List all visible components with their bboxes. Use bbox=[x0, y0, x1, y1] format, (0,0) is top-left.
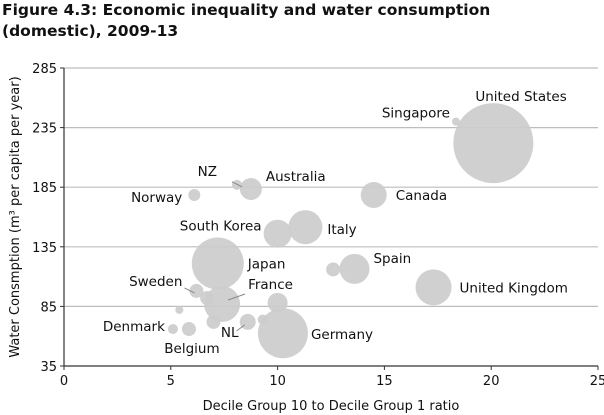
leader-line bbox=[236, 324, 245, 332]
bubble bbox=[204, 286, 241, 323]
bubble-label: Italy bbox=[327, 222, 356, 238]
bubble-label: Belgium bbox=[164, 341, 219, 357]
bubble bbox=[188, 188, 201, 201]
y-tick-label: 235 bbox=[32, 122, 57, 137]
x-tick-label: 20 bbox=[483, 374, 500, 389]
y-tick-label: 35 bbox=[40, 360, 57, 375]
bubble bbox=[326, 262, 341, 277]
bubble bbox=[175, 305, 184, 314]
bubble bbox=[267, 292, 288, 313]
bubble-label: Japan bbox=[247, 256, 286, 272]
bubble-label: France bbox=[248, 277, 293, 293]
leader-line bbox=[231, 181, 243, 188]
x-tick-label: 25 bbox=[590, 374, 604, 389]
x-tick-label: 15 bbox=[376, 374, 393, 389]
leader-line bbox=[227, 293, 246, 301]
bubble bbox=[181, 322, 196, 337]
x-axis-label: Decile Group 10 to Decile Group 1 ratio bbox=[203, 399, 460, 414]
bubble bbox=[360, 181, 387, 208]
bubble bbox=[189, 283, 204, 298]
bubble bbox=[239, 177, 262, 200]
bubble bbox=[191, 237, 244, 290]
x-tick-label: 0 bbox=[60, 374, 68, 389]
bubble-label: United Kingdom bbox=[460, 280, 568, 296]
bubble bbox=[257, 308, 308, 359]
bubble bbox=[263, 219, 292, 248]
y-tick-label: 185 bbox=[32, 181, 57, 196]
leader-line bbox=[184, 287, 195, 294]
bubble-label: Spain bbox=[373, 251, 411, 267]
y-tick-label: 135 bbox=[32, 241, 57, 256]
bubble-label: NL bbox=[221, 325, 239, 341]
bubble-label: South Korea bbox=[180, 219, 262, 235]
chart-title: Figure 4.3: Economic inequality and wate… bbox=[2, 1, 491, 40]
bubble bbox=[339, 253, 370, 284]
bubble bbox=[167, 324, 178, 335]
bubble-label: United States bbox=[475, 89, 566, 105]
bubble bbox=[415, 269, 452, 306]
y-axis-label: Water Consmption (m³ per capita per year… bbox=[8, 76, 23, 357]
x-tick-label: 10 bbox=[269, 374, 286, 389]
bubble bbox=[288, 210, 323, 245]
bubble-label: NZ bbox=[198, 164, 217, 180]
bubble bbox=[451, 117, 460, 126]
bubble-label: Singapore bbox=[382, 106, 450, 122]
bubble-label: Sweden bbox=[129, 274, 182, 290]
y-tick-label: 85 bbox=[40, 300, 57, 315]
bubble-label: Norway bbox=[131, 190, 182, 206]
bubble-label: Germany bbox=[311, 327, 373, 343]
bubble-label: Denmark bbox=[103, 319, 165, 335]
bubble-label: Canada bbox=[396, 188, 447, 204]
x-tick-label: 5 bbox=[167, 374, 175, 389]
bubble bbox=[453, 103, 534, 184]
bubble-label: Australia bbox=[266, 169, 326, 185]
y-tick-label: 285 bbox=[32, 62, 57, 77]
bubble bbox=[239, 313, 256, 330]
bubble bbox=[206, 314, 221, 329]
